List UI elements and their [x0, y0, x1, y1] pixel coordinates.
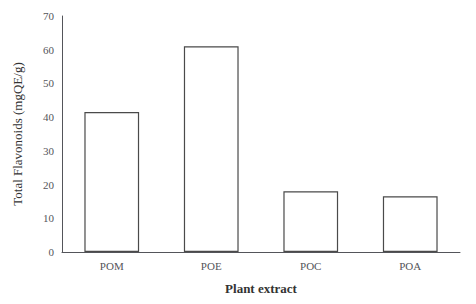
- svg-text:10: 10: [43, 212, 55, 224]
- svg-text:POC: POC: [300, 260, 321, 272]
- svg-text:30: 30: [43, 145, 55, 157]
- svg-text:Plant extract: Plant extract: [225, 281, 298, 296]
- svg-text:0: 0: [49, 246, 55, 258]
- svg-text:Total Flavonoids (mgQE/g): Total Flavonoids (mgQE/g): [10, 62, 25, 206]
- svg-text:40: 40: [43, 111, 55, 123]
- svg-text:50: 50: [43, 77, 55, 89]
- svg-text:POM: POM: [100, 260, 124, 272]
- svg-text:POE: POE: [201, 260, 222, 272]
- svg-text:70: 70: [43, 10, 55, 22]
- svg-text:60: 60: [43, 44, 55, 56]
- svg-text:POA: POA: [399, 260, 421, 272]
- svg-text:20: 20: [43, 179, 55, 191]
